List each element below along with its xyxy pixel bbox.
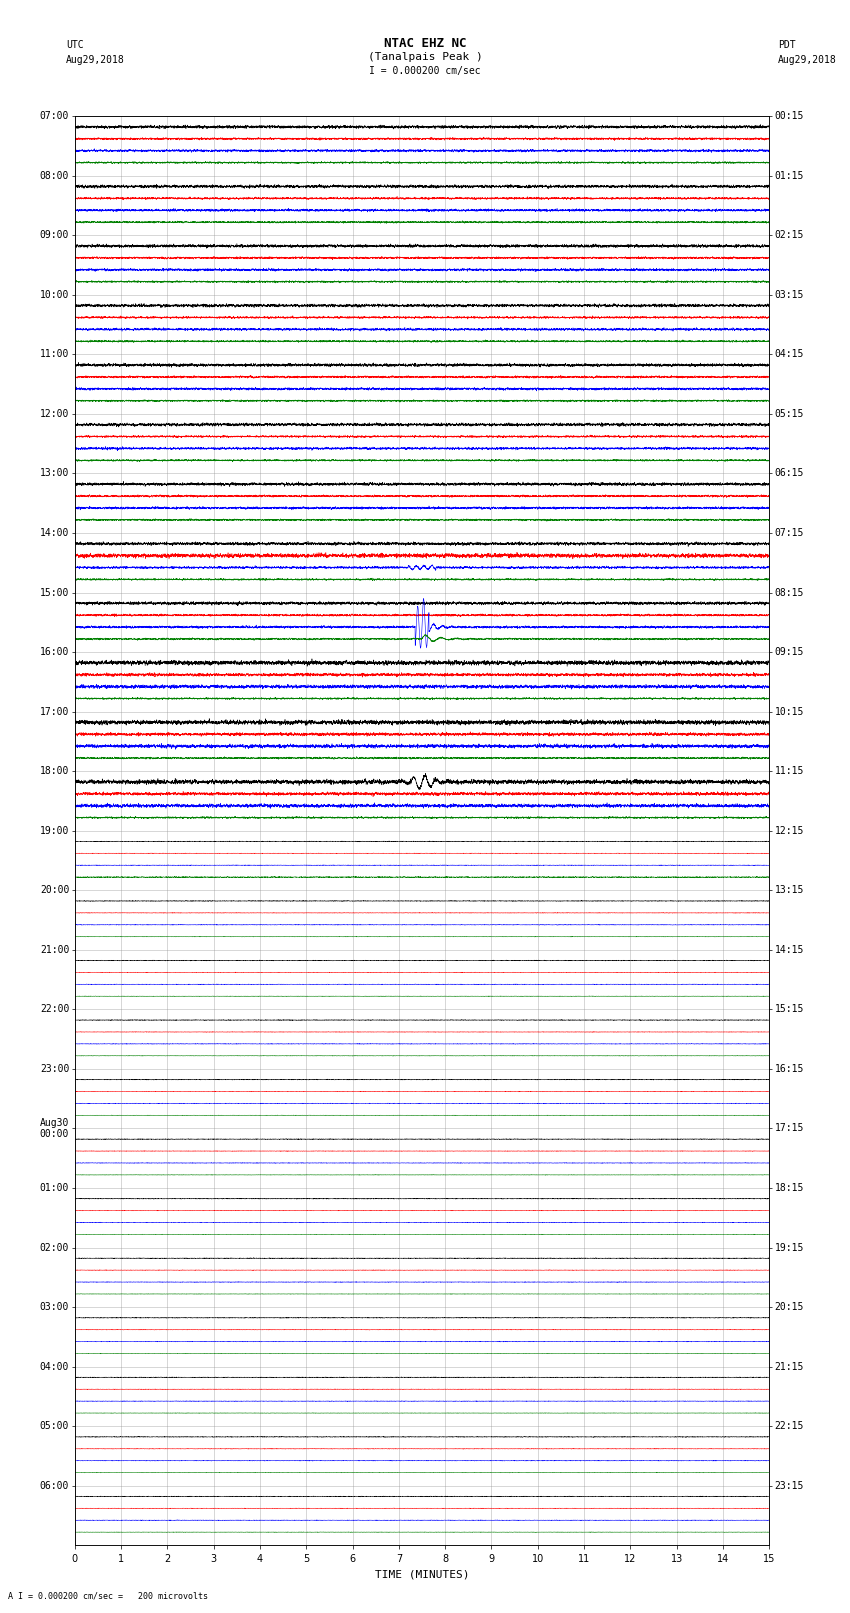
Text: I = 0.000200 cm/sec: I = 0.000200 cm/sec: [369, 66, 481, 76]
X-axis label: TIME (MINUTES): TIME (MINUTES): [375, 1569, 469, 1579]
Text: PDT: PDT: [778, 40, 796, 50]
Text: (Tanalpais Peak ): (Tanalpais Peak ): [367, 52, 483, 61]
Text: Aug29,2018: Aug29,2018: [778, 55, 836, 65]
Text: A I = 0.000200 cm/sec =   200 microvolts: A I = 0.000200 cm/sec = 200 microvolts: [8, 1590, 208, 1600]
Text: UTC: UTC: [66, 40, 84, 50]
Text: Aug29,2018: Aug29,2018: [66, 55, 125, 65]
Text: NTAC EHZ NC: NTAC EHZ NC: [383, 37, 467, 50]
